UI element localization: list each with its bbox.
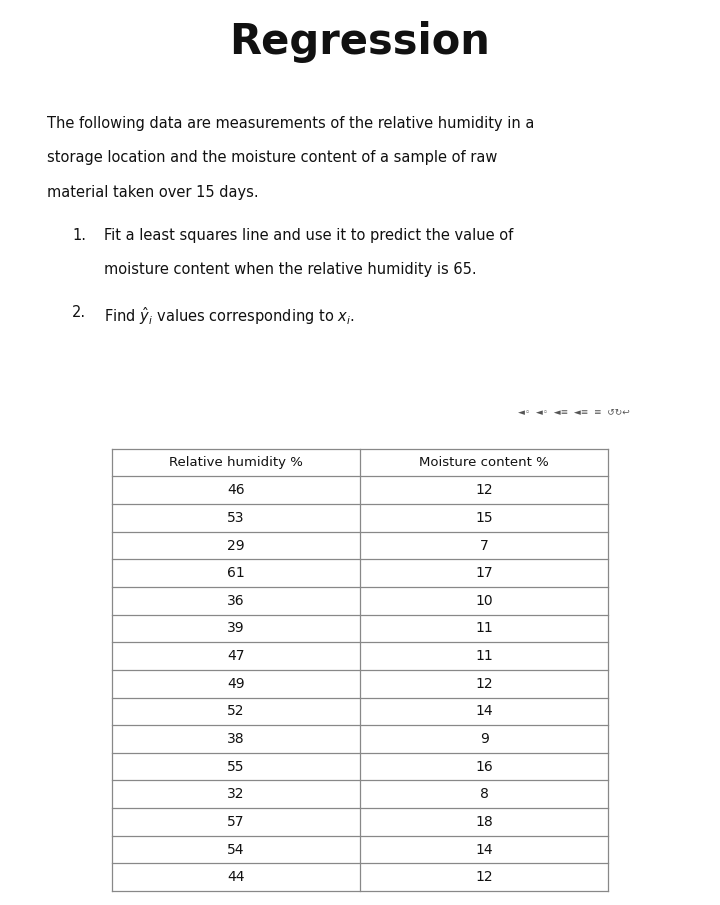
Text: Fit a least squares line and use it to predict the value of: Fit a least squares line and use it to p… — [104, 228, 513, 243]
Text: 61: 61 — [227, 567, 245, 580]
Text: 57: 57 — [227, 814, 245, 829]
Text: 14: 14 — [475, 843, 493, 856]
Text: Regression: Regression — [230, 22, 490, 63]
Text: 10: 10 — [475, 594, 493, 608]
Text: 9: 9 — [480, 732, 489, 746]
Text: 1.: 1. — [72, 228, 86, 243]
Text: storage location and the moisture content of a sample of raw: storage location and the moisture conten… — [47, 150, 498, 166]
Text: 12: 12 — [475, 870, 493, 884]
Text: 18: 18 — [475, 814, 493, 829]
Text: 12: 12 — [475, 483, 493, 497]
Text: 55: 55 — [227, 759, 245, 774]
Text: material taken over 15 days.: material taken over 15 days. — [47, 185, 258, 200]
Text: 47: 47 — [227, 649, 245, 663]
Text: 39: 39 — [227, 622, 245, 635]
Text: ◄◦  ◄◦  ◄≡  ◄≡  ≡  ↺↻↩: ◄◦ ◄◦ ◄≡ ◄≡ ≡ ↺↻↩ — [518, 408, 630, 417]
Text: 29: 29 — [227, 538, 245, 553]
Text: 32: 32 — [227, 787, 245, 801]
Text: 53: 53 — [227, 511, 245, 525]
Text: 11: 11 — [475, 649, 493, 663]
Text: 38: 38 — [227, 732, 245, 746]
Text: 16: 16 — [475, 759, 493, 774]
Text: 54: 54 — [227, 843, 245, 856]
Text: 36: 36 — [227, 594, 245, 608]
Text: 46: 46 — [227, 483, 245, 497]
Text: 7: 7 — [480, 538, 489, 553]
Text: 12: 12 — [475, 677, 493, 691]
Text: Find $\hat{y}_i$ values corresponding to $x_i$.: Find $\hat{y}_i$ values corresponding to… — [104, 305, 355, 327]
Text: 17: 17 — [475, 567, 493, 580]
Text: 44: 44 — [227, 870, 245, 884]
Text: Relative humidity %: Relative humidity % — [169, 456, 302, 469]
Text: 2.: 2. — [72, 305, 86, 320]
Text: 8: 8 — [480, 787, 489, 801]
Text: The following data are measurements of the relative humidity in a: The following data are measurements of t… — [47, 116, 534, 131]
Text: 11: 11 — [475, 622, 493, 635]
Text: 14: 14 — [475, 704, 493, 719]
Text: moisture content when the relative humidity is 65.: moisture content when the relative humid… — [104, 262, 477, 277]
Text: Moisture content %: Moisture content % — [419, 456, 549, 469]
Text: 15: 15 — [475, 511, 493, 525]
Bar — [112, 449, 608, 891]
Text: 52: 52 — [227, 704, 245, 719]
Text: 49: 49 — [227, 677, 245, 691]
